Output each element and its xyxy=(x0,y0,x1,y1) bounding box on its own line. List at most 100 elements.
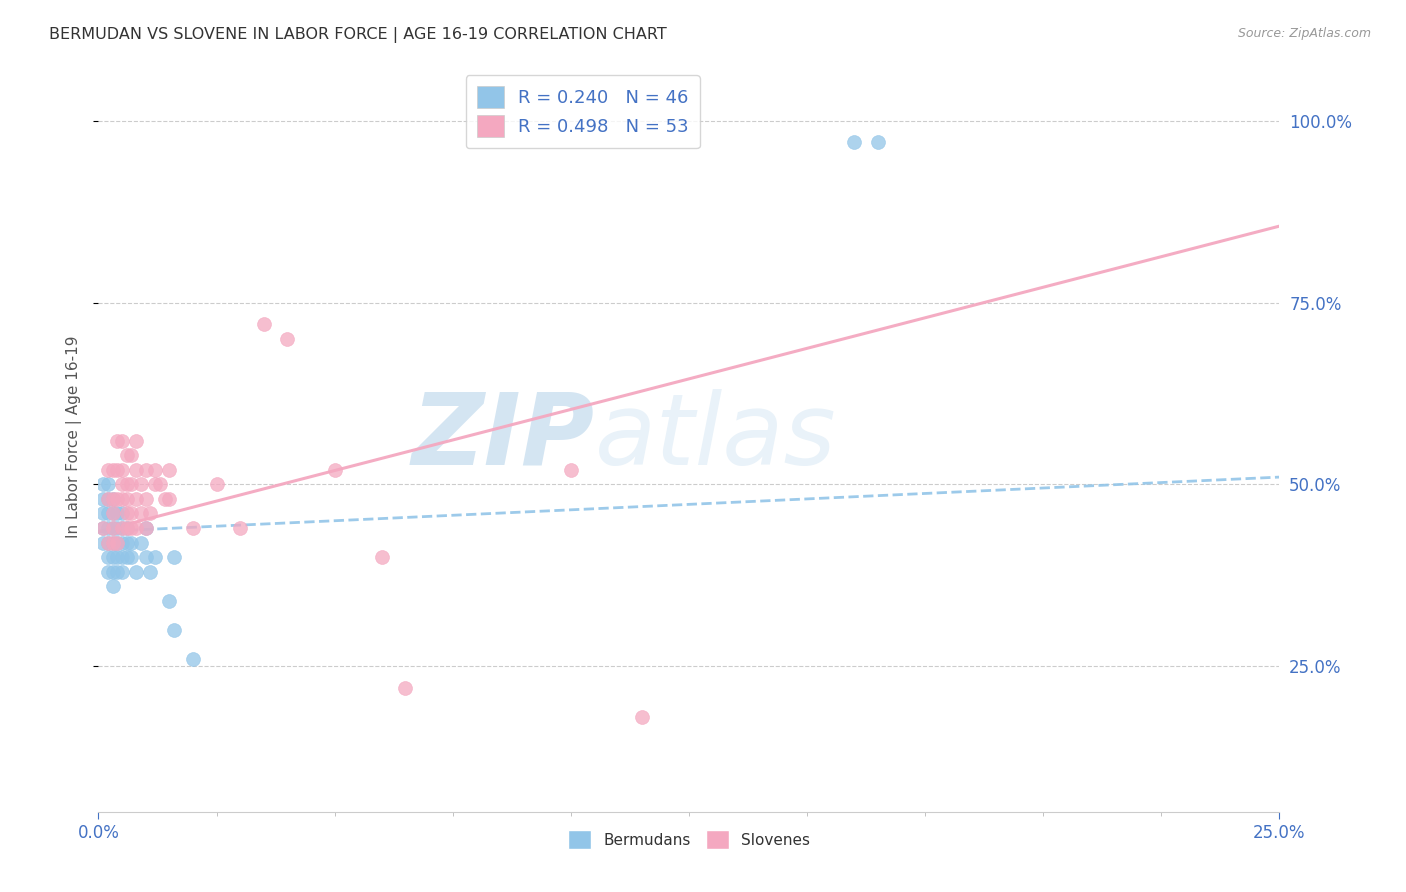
Point xyxy=(101,550,124,565)
Point xyxy=(866,136,889,150)
Point xyxy=(105,434,128,448)
Point xyxy=(97,535,120,549)
Point xyxy=(163,623,186,637)
Point xyxy=(253,318,276,332)
Point xyxy=(121,535,143,549)
Point xyxy=(135,521,157,535)
Point xyxy=(135,463,157,477)
Point xyxy=(157,593,180,607)
Point xyxy=(91,535,114,549)
Point xyxy=(121,521,143,535)
Point xyxy=(139,565,162,579)
Point xyxy=(115,521,138,535)
Point xyxy=(115,507,138,521)
Point xyxy=(181,521,204,535)
Point xyxy=(115,535,138,549)
Point xyxy=(111,507,134,521)
Point xyxy=(97,507,120,521)
Point xyxy=(149,477,172,491)
Point xyxy=(560,463,582,477)
Point xyxy=(97,521,120,535)
Point xyxy=(91,521,114,535)
Point xyxy=(129,507,152,521)
Point xyxy=(115,521,138,535)
Point xyxy=(121,550,143,565)
Point xyxy=(97,550,120,565)
Point xyxy=(115,477,138,491)
Point xyxy=(105,491,128,506)
Legend: Bermudans, Slovenes: Bermudans, Slovenes xyxy=(561,822,817,856)
Point xyxy=(125,491,148,506)
Point xyxy=(139,507,162,521)
Point xyxy=(105,565,128,579)
Point xyxy=(630,710,652,724)
Point xyxy=(125,434,148,448)
Point xyxy=(125,521,148,535)
Text: atlas: atlas xyxy=(595,389,837,485)
Point xyxy=(844,136,866,150)
Point xyxy=(129,535,152,549)
Text: BERMUDAN VS SLOVENE IN LABOR FORCE | AGE 16-19 CORRELATION CHART: BERMUDAN VS SLOVENE IN LABOR FORCE | AGE… xyxy=(49,27,666,43)
Point xyxy=(111,535,134,549)
Point xyxy=(101,565,124,579)
Point xyxy=(125,565,148,579)
Point xyxy=(135,521,157,535)
Point xyxy=(97,491,120,506)
Point xyxy=(121,477,143,491)
Point xyxy=(101,521,124,535)
Point xyxy=(111,434,134,448)
Point xyxy=(105,550,128,565)
Point xyxy=(101,521,124,535)
Point xyxy=(101,463,124,477)
Point xyxy=(229,521,252,535)
Point xyxy=(129,477,152,491)
Point xyxy=(101,507,124,521)
Point xyxy=(97,477,120,491)
Point xyxy=(135,550,157,565)
Point xyxy=(125,463,148,477)
Point xyxy=(143,477,166,491)
Point xyxy=(115,448,138,462)
Point xyxy=(394,681,416,695)
Point xyxy=(101,535,124,549)
Point xyxy=(91,521,114,535)
Point xyxy=(153,491,176,506)
Point xyxy=(111,491,134,506)
Point xyxy=(111,477,134,491)
Point xyxy=(111,565,134,579)
Point xyxy=(101,535,124,549)
Point xyxy=(105,463,128,477)
Point xyxy=(115,550,138,565)
Point xyxy=(181,652,204,666)
Point xyxy=(105,507,128,521)
Point xyxy=(97,535,120,549)
Point xyxy=(276,332,298,346)
Point xyxy=(143,550,166,565)
Point xyxy=(157,491,180,506)
Point xyxy=(101,491,124,506)
Point xyxy=(111,521,134,535)
Point xyxy=(121,507,143,521)
Point xyxy=(97,463,120,477)
Point xyxy=(111,463,134,477)
Point xyxy=(143,463,166,477)
Point xyxy=(101,491,124,506)
Point xyxy=(111,521,134,535)
Text: ZIP: ZIP xyxy=(412,389,595,485)
Point xyxy=(101,507,124,521)
Point xyxy=(115,491,138,506)
Point xyxy=(105,535,128,549)
Point xyxy=(105,521,128,535)
Point xyxy=(135,491,157,506)
Point xyxy=(111,550,134,565)
Point xyxy=(163,550,186,565)
Y-axis label: In Labor Force | Age 16-19: In Labor Force | Age 16-19 xyxy=(66,335,83,539)
Point xyxy=(97,565,120,579)
Point xyxy=(97,491,120,506)
Point xyxy=(205,477,228,491)
Point xyxy=(121,448,143,462)
Point xyxy=(91,477,114,491)
Point xyxy=(157,463,180,477)
Text: Source: ZipAtlas.com: Source: ZipAtlas.com xyxy=(1237,27,1371,40)
Point xyxy=(371,550,394,565)
